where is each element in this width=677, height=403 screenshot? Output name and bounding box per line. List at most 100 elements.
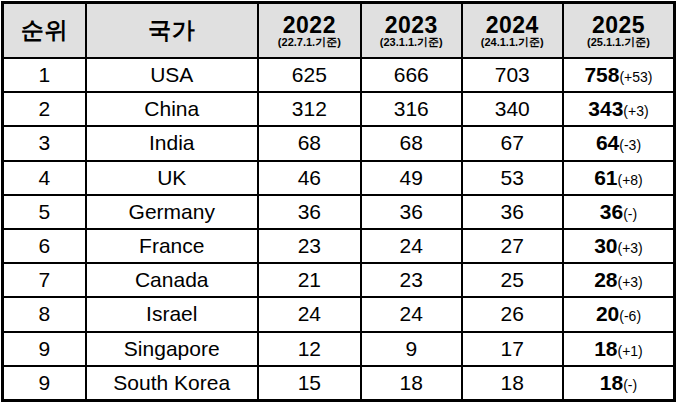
value-2025: 61 xyxy=(594,166,617,189)
value-2025-delta: (-) xyxy=(623,206,637,222)
value-2025-delta: (+3) xyxy=(623,103,648,119)
value-2023-cell: 18 xyxy=(361,366,461,401)
country-cell: China xyxy=(86,92,258,126)
value-2022-cell: 21 xyxy=(258,263,361,297)
value-2023-cell: 68 xyxy=(361,126,461,160)
value-2022-cell: 625 xyxy=(258,58,361,92)
table-row: 8 Israel 24 24 26 20(-6) xyxy=(3,297,675,331)
value-2022-cell: 68 xyxy=(258,126,361,160)
country-cell: France xyxy=(86,229,258,263)
column-header-2025-label: 2025 xyxy=(564,13,673,37)
column-header-2024-sublabel: (24.1.1.기준) xyxy=(463,37,562,49)
value-2025-cell: 18(-) xyxy=(563,366,675,401)
value-2025-delta: (-6) xyxy=(619,308,641,324)
value-2022-cell: 24 xyxy=(258,297,361,331)
country-cell: Israel xyxy=(86,297,258,331)
value-2023-cell: 36 xyxy=(361,195,461,229)
value-2023-cell: 9 xyxy=(361,332,461,366)
column-header-2022: 2022 (22.7.1.기준) xyxy=(258,3,361,59)
table-header: 순위 국가 2022 (22.7.1.기준) 2023 (23.1.1.기준) … xyxy=(3,3,675,59)
value-2025-delta: (+8) xyxy=(618,172,643,188)
rank-cell: 3 xyxy=(3,126,86,160)
column-header-2023-sublabel: (23.1.1.기준) xyxy=(362,37,460,49)
value-2024-cell: 340 xyxy=(462,92,563,126)
value-2024-cell: 53 xyxy=(462,161,563,195)
table-row: 7 Canada 21 23 25 28(+3) xyxy=(3,263,675,297)
value-2025-cell: 64(-3) xyxy=(563,126,675,160)
value-2023-cell: 24 xyxy=(361,229,461,263)
value-2025-delta: (-3) xyxy=(619,137,641,153)
value-2025-cell: 18(+1) xyxy=(563,332,675,366)
rank-cell: 6 xyxy=(3,229,86,263)
value-2025-cell: 28(+3) xyxy=(563,263,675,297)
country-cell: USA xyxy=(86,58,258,92)
table-row: 9 Singapore 12 9 17 18(+1) xyxy=(3,332,675,366)
country-cell: South Korea xyxy=(86,366,258,401)
value-2025: 18 xyxy=(594,337,617,360)
value-2025-delta: (+3) xyxy=(618,274,643,290)
value-2025: 28 xyxy=(594,268,617,291)
table-row: 3 India 68 68 67 64(-3) xyxy=(3,126,675,160)
country-cell: Singapore xyxy=(86,332,258,366)
value-2025: 758 xyxy=(584,63,619,86)
value-2025: 64 xyxy=(596,131,619,154)
table-row: 5 Germany 36 36 36 36(-) xyxy=(3,195,675,229)
column-header-2025-sublabel: (25.1.1.기준) xyxy=(564,37,673,49)
value-2024-cell: 27 xyxy=(462,229,563,263)
value-2023-cell: 23 xyxy=(361,263,461,297)
table-row: 2 China 312 316 340 343(+3) xyxy=(3,92,675,126)
header-row: 순위 국가 2022 (22.7.1.기준) 2023 (23.1.1.기준) … xyxy=(3,3,675,59)
value-2024-cell: 67 xyxy=(462,126,563,160)
country-cell: Germany xyxy=(86,195,258,229)
table-body: 1 USA 625 666 703 758(+53) 2 China 312 3… xyxy=(3,58,675,401)
country-cell: Canada xyxy=(86,263,258,297)
column-header-2024: 2024 (24.1.1.기준) xyxy=(462,3,563,59)
value-2022-cell: 15 xyxy=(258,366,361,401)
rank-cell: 9 xyxy=(3,332,86,366)
value-2025-cell: 758(+53) xyxy=(563,58,675,92)
value-2024-cell: 25 xyxy=(462,263,563,297)
value-2025-delta: (+1) xyxy=(618,343,643,359)
value-2024-cell: 703 xyxy=(462,58,563,92)
rank-cell: 1 xyxy=(3,58,86,92)
rank-cell: 2 xyxy=(3,92,86,126)
column-header-country: 국가 xyxy=(86,3,258,59)
value-2025-cell: 30(+3) xyxy=(563,229,675,263)
value-2025: 20 xyxy=(596,302,619,325)
value-2023-cell: 316 xyxy=(361,92,461,126)
value-2025: 343 xyxy=(588,97,623,120)
table-row: 4 UK 46 49 53 61(+8) xyxy=(3,161,675,195)
column-header-rank: 순위 xyxy=(3,3,86,59)
value-2022-cell: 12 xyxy=(258,332,361,366)
value-2022-cell: 46 xyxy=(258,161,361,195)
rank-cell: 7 xyxy=(3,263,86,297)
rank-cell: 9 xyxy=(3,366,86,401)
column-header-2023: 2023 (23.1.1.기준) xyxy=(361,3,461,59)
value-2024-cell: 18 xyxy=(462,366,563,401)
column-header-2023-label: 2023 xyxy=(362,13,460,37)
value-2022-cell: 23 xyxy=(258,229,361,263)
rank-cell: 5 xyxy=(3,195,86,229)
column-header-2025: 2025 (25.1.1.기준) xyxy=(563,3,675,59)
column-header-2024-label: 2024 xyxy=(463,13,562,37)
value-2025: 36 xyxy=(600,200,623,223)
rank-cell: 4 xyxy=(3,161,86,195)
column-header-rank-label: 순위 xyxy=(4,18,85,42)
value-2025-cell: 36(-) xyxy=(563,195,675,229)
value-2022-cell: 312 xyxy=(258,92,361,126)
value-2025-delta: (+3) xyxy=(618,240,643,256)
value-2024-cell: 36 xyxy=(462,195,563,229)
value-2025-cell: 343(+3) xyxy=(563,92,675,126)
rank-cell: 8 xyxy=(3,297,86,331)
value-2024-cell: 26 xyxy=(462,297,563,331)
value-2023-cell: 666 xyxy=(361,58,461,92)
value-2024-cell: 17 xyxy=(462,332,563,366)
country-cell: India xyxy=(86,126,258,160)
value-2022-cell: 36 xyxy=(258,195,361,229)
value-2025-delta: (-) xyxy=(623,377,637,393)
value-2025: 18 xyxy=(600,371,623,394)
value-2023-cell: 49 xyxy=(361,161,461,195)
value-2025-cell: 61(+8) xyxy=(563,161,675,195)
value-2025-cell: 20(-6) xyxy=(563,297,675,331)
table-row: 9 South Korea 15 18 18 18(-) xyxy=(3,366,675,401)
